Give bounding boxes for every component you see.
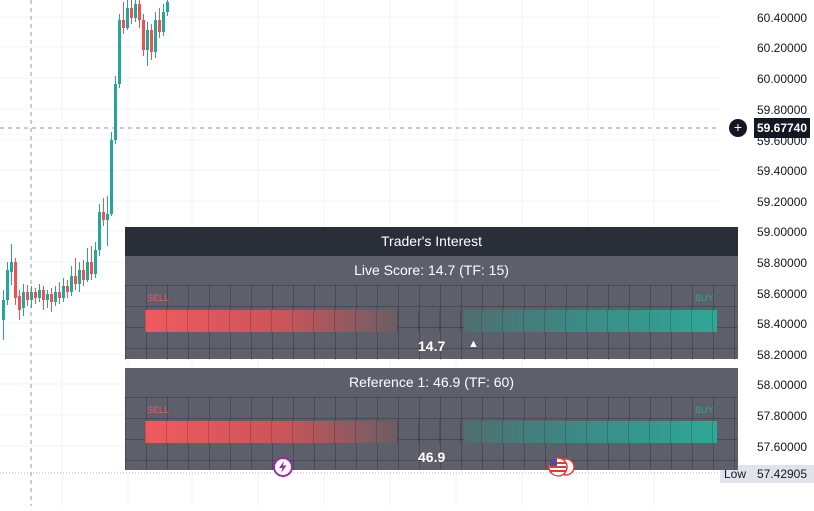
sell-label: SELL xyxy=(147,293,170,303)
candle-body xyxy=(6,270,9,300)
gauge-segments xyxy=(145,310,717,332)
price-tick: 59.00000 xyxy=(757,225,808,239)
candle-body xyxy=(22,292,25,308)
lightning-event-icon[interactable] xyxy=(273,457,293,477)
live-score-label: Live Score: 14.7 (TF: 15) xyxy=(354,262,509,278)
candle-body xyxy=(14,262,17,298)
candle-body xyxy=(86,262,89,280)
candle-body xyxy=(126,8,129,28)
candle-body xyxy=(98,212,101,250)
candle-body xyxy=(102,212,105,220)
us-flag-event-icon[interactable] xyxy=(547,457,577,477)
candle-body xyxy=(122,20,125,28)
price-tick: 57.80000 xyxy=(757,409,808,423)
candle-body xyxy=(138,4,141,20)
candle-body xyxy=(10,262,13,272)
candle-body xyxy=(130,8,133,18)
candle-body xyxy=(58,292,61,298)
candle-body xyxy=(114,84,117,140)
reference-label: Reference 1: 46.9 (TF: 60) xyxy=(349,374,514,390)
crosshair-price-label: 59.67740 xyxy=(754,118,810,138)
price-tick: 60.00000 xyxy=(757,72,808,86)
low-value: 57.42905 xyxy=(750,465,814,483)
price-tick: 57.60000 xyxy=(757,440,808,454)
reference-panel: Reference 1: 46.9 (TF: 60) SELL BUY 46.9 xyxy=(125,368,738,470)
candle-body xyxy=(150,30,153,52)
reference-score-value: 46.9 xyxy=(418,449,446,465)
candle-body xyxy=(134,4,137,18)
candle-body xyxy=(162,12,165,32)
price-tick: 58.40000 xyxy=(757,317,808,331)
candle-body xyxy=(42,290,45,300)
candle-body xyxy=(146,30,149,50)
price-tick: 59.80000 xyxy=(757,103,808,117)
sell-bar xyxy=(145,421,398,443)
candle-body xyxy=(38,290,41,298)
candle-body xyxy=(66,286,69,292)
buy-label: BUY xyxy=(695,293,714,303)
price-tick: 58.20000 xyxy=(757,348,808,362)
candle-body xyxy=(18,296,21,310)
buy-bar xyxy=(464,421,717,443)
candle-body xyxy=(118,20,121,84)
candle-body xyxy=(50,294,53,302)
price-tick: 60.40000 xyxy=(757,11,808,25)
price-tick: 59.40000 xyxy=(757,164,808,178)
price-tick: 58.80000 xyxy=(757,256,808,270)
candle-body xyxy=(54,292,57,302)
candle-body xyxy=(106,214,109,220)
buy-bar xyxy=(464,310,717,332)
candle-body xyxy=(142,20,145,50)
price-tick: 58.00000 xyxy=(757,378,808,392)
price-tick: 58.60000 xyxy=(757,287,808,301)
traders-interest-panel: Trader's Interest Live Score: 14.7 (TF: … xyxy=(125,227,738,360)
buy-label: BUY xyxy=(695,405,714,415)
candle-body xyxy=(2,300,5,320)
plus-circle-icon[interactable]: + xyxy=(729,119,747,137)
candle-body xyxy=(90,262,93,274)
price-tick: 60.20000 xyxy=(757,41,808,55)
candle-body xyxy=(74,276,77,284)
candle-body xyxy=(154,20,157,52)
candle-body xyxy=(94,250,97,274)
candle-body xyxy=(30,292,33,300)
candle-body xyxy=(78,270,81,284)
candle-body xyxy=(62,286,65,298)
candle-body xyxy=(158,20,161,32)
sell-bar xyxy=(145,310,398,332)
price-tick: 59.20000 xyxy=(757,195,808,209)
candle-body xyxy=(46,294,49,300)
candle-body xyxy=(26,292,29,300)
candle-body xyxy=(70,276,73,292)
score-marker-icon: ▲ xyxy=(468,338,479,350)
panel-title: Trader's Interest xyxy=(125,227,738,256)
gauge-segments xyxy=(145,421,717,443)
candle-body xyxy=(110,140,113,214)
live-score-value: 14.7 xyxy=(418,338,446,354)
candle-body xyxy=(166,2,169,12)
sell-label: SELL xyxy=(147,405,170,415)
candle-body xyxy=(82,270,85,280)
candle-body xyxy=(34,292,37,298)
